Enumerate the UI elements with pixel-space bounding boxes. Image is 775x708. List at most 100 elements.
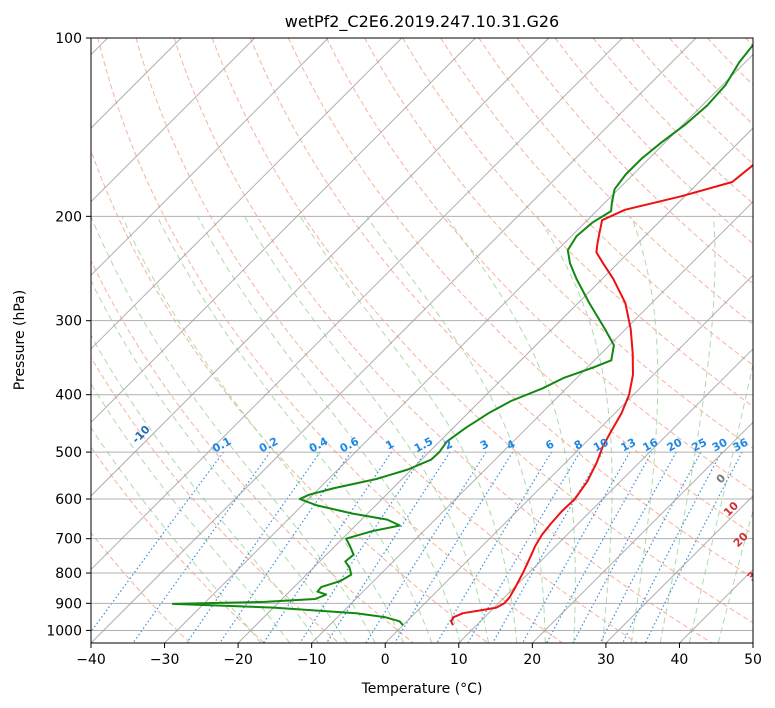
y-tick-label: 500 [55, 445, 82, 461]
dry-adiabat-line [440, 38, 753, 366]
isotherm-gridline [91, 38, 550, 497]
dry-adiabat-line [91, 259, 414, 643]
mixing-ratio-line [599, 451, 702, 643]
x-axis-ticks: −40 −30 −20 −10 0 10 20 30 40 50 [76, 643, 762, 668]
moist-adiabat-label: 30 [745, 563, 765, 583]
moist-adiabat-line [659, 216, 716, 643]
dry-adiabat-line [287, 38, 753, 535]
mixing-ratio-line [132, 451, 271, 643]
mixing-ratio-line [219, 451, 352, 643]
isotherm-gridline [531, 421, 753, 643]
dry-adiabat-line [173, 38, 713, 643]
isotherm-gridline [91, 38, 329, 276]
x-tick-label: −20 [223, 652, 253, 668]
dry-adiabat-line [326, 38, 753, 492]
moist-adiabat-line [91, 279, 348, 643]
moist-adiabat-line [630, 216, 659, 643]
dry-adiabat-line [630, 38, 753, 165]
moist-adiabat-line [91, 382, 291, 643]
x-tick-label: 30 [597, 652, 615, 668]
isotherm-gridline [91, 38, 476, 424]
mixing-ratio-label: 10 [591, 436, 611, 455]
mixing-ratio-line [394, 451, 514, 643]
moist-adiabat-label: 40 [757, 592, 775, 612]
dry-adiabat-line [402, 38, 753, 408]
isotherm-gridline [164, 53, 753, 643]
isotherm-gridline [91, 38, 697, 643]
dry-adiabat-line [91, 356, 340, 643]
x-tick-label: −30 [150, 652, 180, 668]
x-tick-label: 0 [381, 652, 390, 668]
x-tick-label: −10 [297, 652, 327, 668]
isotherm-gridline [458, 348, 753, 643]
moist-adiabat-line [197, 216, 461, 643]
mixing-ratio-line [436, 451, 553, 643]
mixing-ratio-label: 30 [710, 436, 730, 455]
plot-frame [90, 37, 754, 644]
x-axis-label: Temperature (°C) [361, 681, 483, 697]
mixing-ratio-label: 16 [641, 436, 661, 455]
isotherm-gridline [752, 642, 753, 643]
y-tick-label: 300 [55, 314, 82, 330]
moist-adiabat-line [121, 216, 405, 643]
y-tick-label: 100 [55, 31, 82, 47]
isotherm-gridline [311, 200, 753, 643]
x-tick-label: 40 [670, 652, 688, 668]
isotherm-gridlines [91, 38, 753, 643]
adiabat-labels: 0.10.20.40.611.52346810131620253036-100-… [129, 423, 775, 612]
y-axis-ticks: 100 200 300 400 500 600 700 800 900 1000 [46, 31, 91, 639]
moist-adiabat-line [537, 216, 613, 643]
dry-adiabat-line [91, 149, 489, 643]
mixing-ratio-label: 25 [689, 436, 709, 455]
mixing-ratio-line [365, 451, 487, 643]
isotherm-gridline [91, 38, 403, 350]
isotherm-gridline [91, 38, 623, 571]
mixing-ratio-lines [91, 451, 743, 643]
isotherm-gridline [91, 38, 256, 203]
mixing-ratio-line [572, 451, 677, 643]
moist-adiabat-line [366, 216, 546, 643]
mixing-ratio-label: 36 [731, 436, 751, 455]
isotherm-gridline [237, 127, 753, 643]
mixing-ratio-line [186, 451, 321, 643]
y-tick-label: 900 [55, 596, 82, 612]
y-tick-label: 600 [55, 492, 82, 508]
moist-adiabat-line [244, 216, 489, 643]
isotherm-gridline [384, 274, 753, 643]
mixing-ratio-label: 20 [665, 436, 685, 455]
isotherm-gridline [605, 495, 753, 643]
mixing-ratio-line [467, 451, 581, 643]
temperature-profile-line [450, 163, 753, 626]
moist-adiabat-line [91, 426, 262, 643]
dry-adiabat-line [516, 38, 753, 285]
dry-adiabat-line [554, 38, 753, 245]
moist-adiabat-line [91, 334, 319, 643]
y-tick-label: 800 [55, 566, 82, 582]
plot-background [91, 38, 753, 643]
mixing-ratio-line [546, 451, 653, 643]
dry-adiabat-line [97, 38, 563, 643]
y-tick-label: 400 [55, 388, 82, 404]
sounding-series [171, 43, 753, 626]
mixing-ratio-line [492, 451, 604, 643]
dry-adiabat-line [249, 38, 753, 579]
mixing-ratio-line [622, 451, 722, 643]
moist-adiabat-line [91, 216, 376, 643]
mixing-ratio-line [521, 451, 631, 643]
dry-adiabat-line [91, 446, 265, 643]
y-tick-label: 200 [55, 209, 82, 225]
moist-adiabats [91, 216, 753, 643]
dewpoint-profile-line [171, 43, 753, 626]
moist-adiabat-line [445, 216, 576, 643]
y-tick-label: 700 [55, 532, 82, 548]
y-tick-label: 1000 [46, 623, 82, 639]
x-tick-label: 50 [744, 652, 762, 668]
x-tick-label: −40 [76, 652, 106, 668]
x-tick-label: 20 [523, 652, 541, 668]
dry-adiabat-line [211, 38, 753, 624]
dry-adiabat-line [135, 38, 638, 643]
mixing-ratio-label: 13 [619, 436, 639, 455]
x-tick-label: 10 [450, 652, 468, 668]
y-axis-label: Pressure (hPa) [12, 290, 28, 390]
